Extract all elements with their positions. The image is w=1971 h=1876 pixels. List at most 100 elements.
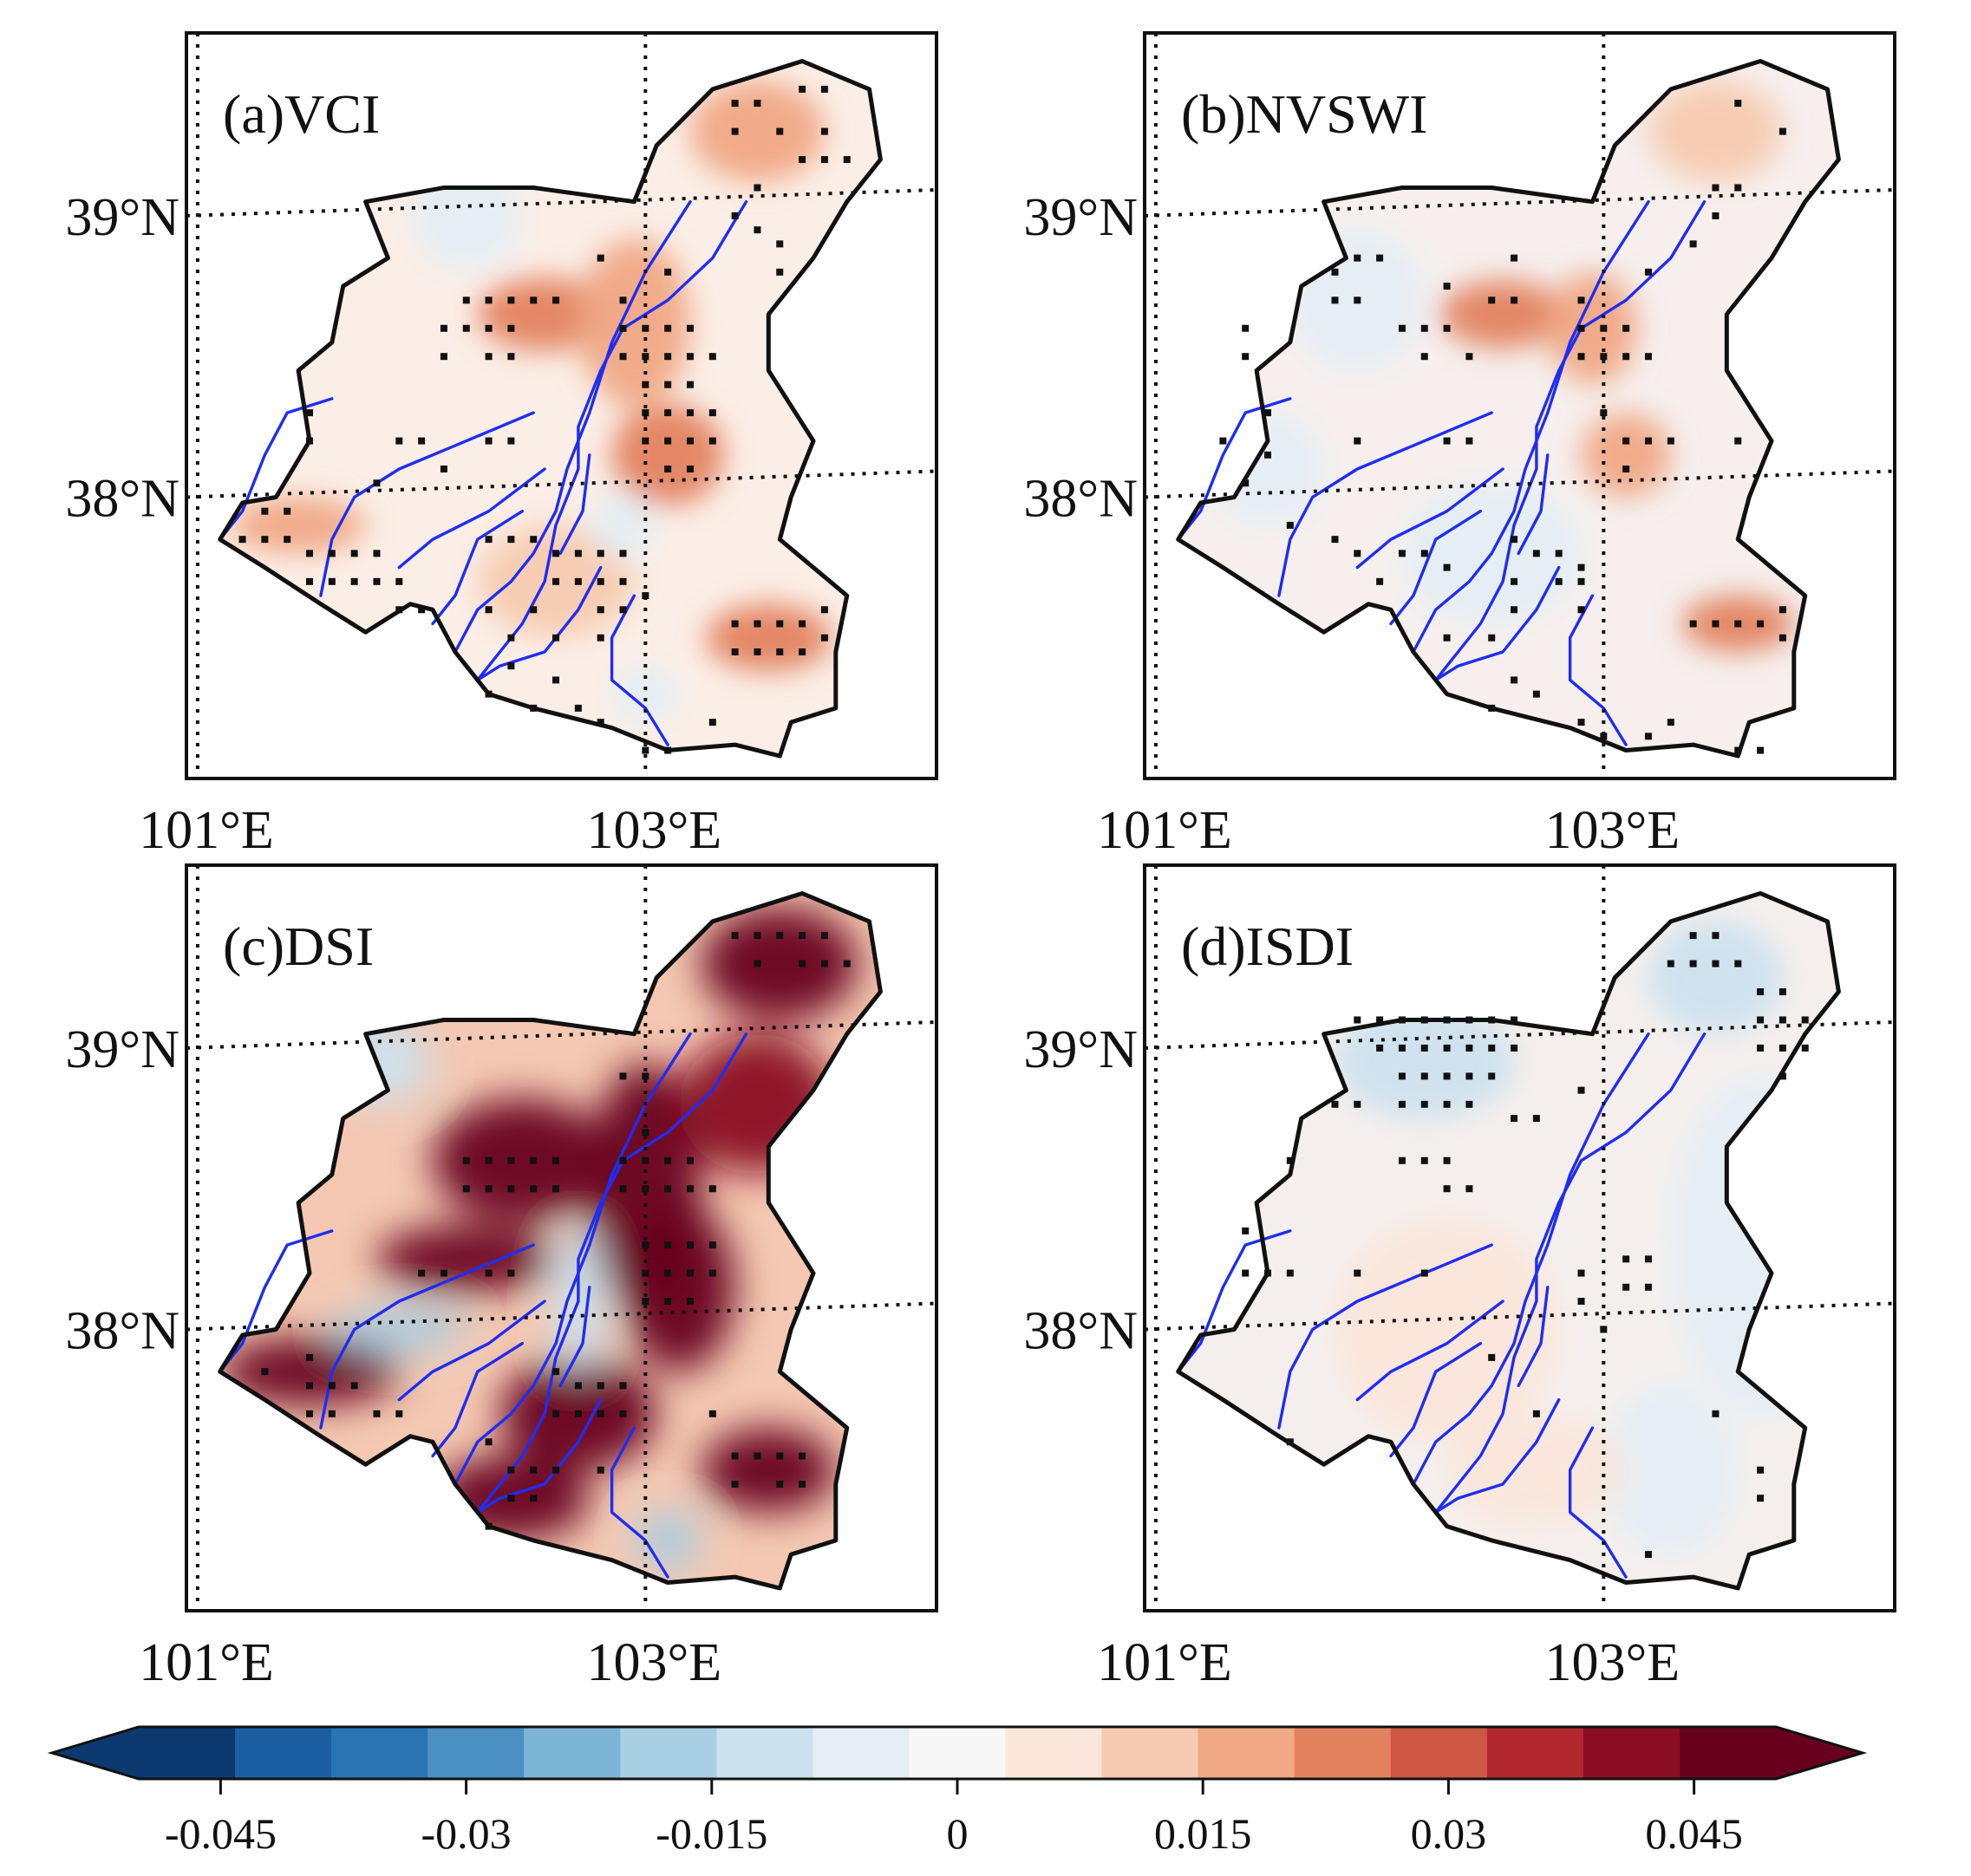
anomaly-blob [701,1428,836,1513]
significance-dot [708,409,716,417]
significance-dot [1398,1156,1406,1164]
parallel-line [1144,1019,1896,1050]
significance-dot [1443,1185,1451,1193]
significance-dot [1354,1269,1361,1277]
colorbar-segment [1583,1727,1681,1779]
significance-dot [1465,1044,1473,1052]
significance-dot [507,353,515,361]
river [1517,453,1550,556]
anomaly-blob [376,1225,557,1293]
anomaly-blob [1439,280,1566,348]
significance-dot [485,606,493,614]
significance-dot [776,932,784,940]
significance-dot [1488,1016,1496,1024]
anomaly-blob [410,160,523,272]
significance-dot [799,648,806,655]
river [319,1243,535,1430]
significance-dot [1689,240,1697,248]
anomaly-blob [1581,413,1671,498]
significance-dot [1644,1255,1652,1263]
significance-dot [1331,536,1339,544]
significance-dot [1286,1438,1294,1446]
significance-dot [799,156,806,164]
significance-dot [507,1156,515,1164]
significance-dot [686,409,694,417]
significance-dot [708,437,716,445]
significance-dot [1644,1551,1652,1559]
river [397,467,546,570]
colorbar-segment [716,1727,814,1779]
colorbar-segment [1198,1727,1296,1779]
significance-dot [1667,960,1674,967]
significance-dot [1488,296,1496,304]
significance-dot [1465,1072,1473,1080]
significance-dot [552,1410,560,1417]
river [431,510,524,626]
colorbar-segment [139,1727,236,1779]
significance-dot [1734,100,1742,107]
significance-dot [664,1269,672,1277]
river [476,565,603,682]
significance-dot [820,85,828,93]
significance-dots [261,932,851,1530]
significance-dot [418,1269,426,1277]
significance-dot [776,240,784,248]
river [1177,1229,1292,1373]
significance-dot [238,536,246,544]
significance-dot [731,100,739,107]
significance-dot [664,353,672,361]
significance-dot [1443,1156,1451,1164]
significance-dot [507,1185,515,1193]
significance-dot [1443,1044,1451,1052]
significance-dot [574,577,582,585]
significance-dot [619,1185,627,1193]
colorbar-tick-label: 0.015 [1154,1809,1252,1858]
significance-dot [597,1410,604,1417]
anomaly-blob [623,1202,735,1372]
significance-dot [708,1241,716,1249]
significance-dot [799,1480,806,1488]
significance-dot [485,1522,493,1530]
significance-dot [1420,1072,1428,1080]
significance-dot [1644,733,1652,740]
significance-dot [1420,1100,1428,1108]
significance-dot [642,592,649,600]
significance-dot [1420,1044,1428,1052]
river [1434,1032,1707,1514]
colorbar-segment [1390,1727,1488,1779]
river [476,1397,603,1514]
significance-dot [1622,466,1630,473]
significance-dot [530,1185,538,1193]
lat-tick-label: 39°N [65,1020,179,1079]
significance-dot [1577,324,1585,332]
significance-dot [1555,550,1563,557]
lat-tick-label: 38°N [65,1301,179,1360]
significance-dot [1622,1255,1630,1263]
significance-dot [1778,1044,1786,1052]
significance-dot [1376,1044,1384,1052]
significance-dot [619,324,627,332]
river [1277,1243,1493,1430]
river [1568,1426,1628,1579]
gridlines [186,33,937,778]
lat-tick-label: 39°N [1023,1020,1138,1079]
significance-dots [1219,100,1786,754]
significance-dot [1443,437,1451,445]
significance-dot [1644,1283,1652,1291]
significance-dot [1577,1269,1585,1277]
significance-dot [664,746,672,754]
lon-tick-label: 101°E [139,801,274,860]
significance-dot [754,960,761,967]
river [1355,1300,1504,1402]
significance-dot [1242,479,1250,487]
significance-dot [820,932,828,940]
colorbar-outline [47,1725,1868,1781]
anomaly-blob [634,1512,702,1569]
significance-dot [1354,254,1361,262]
significance-dot [1577,606,1585,614]
anomaly-blob [231,497,366,554]
significance-dot [642,353,649,361]
lat-tick-label: 38°N [1023,1301,1138,1360]
map-panel-a: (a)VCI 101°E 103°E 39°N 38°N [65,31,938,860]
significance-dot [1354,1100,1361,1108]
